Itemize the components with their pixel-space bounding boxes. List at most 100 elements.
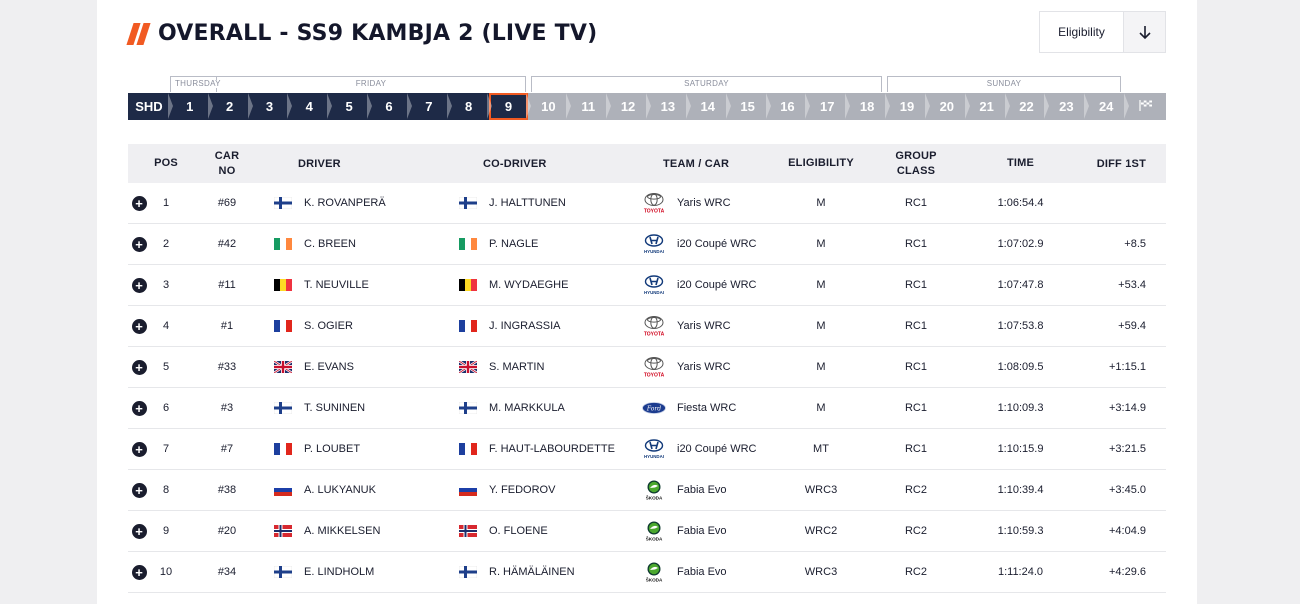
cell-co-driver[interactable]: F. HAUT-LABOURDETTE xyxy=(489,443,615,455)
sort-arrow-down-icon[interactable] xyxy=(1124,12,1165,52)
cell-driver[interactable]: C. BREEN xyxy=(304,238,356,250)
svg-text:TOYOTA: TOYOTA xyxy=(644,373,665,379)
expand-plus-icon[interactable]: + xyxy=(131,441,147,457)
cell-driver[interactable]: E. EVANS xyxy=(304,361,354,373)
toyota-logo-icon: TOYOTA xyxy=(641,315,667,338)
cell-co-driver[interactable]: R. HÄMÄLÄINEN xyxy=(489,566,575,578)
expand-plus-icon[interactable]: + xyxy=(131,318,147,334)
cell-co-driver[interactable]: Y. FEDOROV xyxy=(489,484,556,496)
stage-label: 14 xyxy=(700,99,715,114)
stage-tab[interactable]: 23 xyxy=(1046,93,1090,120)
expand-plus-icon[interactable]: + xyxy=(131,359,147,375)
expand-plus-icon[interactable]: + xyxy=(131,236,147,252)
table-row[interactable]: +9 #20 A. MIKKELSEN O. FLOENE ŠKODA Fabia Evo… xyxy=(128,511,1166,552)
stage-finish[interactable] xyxy=(1126,93,1166,120)
cell-co-driver[interactable]: J. INGRASSIA xyxy=(489,320,561,332)
table-row[interactable]: +7 #7 P. LOUBET F. HAUT-LABOURDETTE HYUNDAI i… xyxy=(128,429,1166,470)
cell-car-no: #11 xyxy=(218,279,236,291)
table-row[interactable]: +3 #11 T. NEUVILLE M. WYDAEGHE HYUNDAI i20 Co… xyxy=(128,265,1166,306)
expand-plus-icon[interactable]: + xyxy=(131,564,147,580)
col-driver: DRIVER xyxy=(298,157,341,170)
stage-tab[interactable]: 3 xyxy=(249,93,293,120)
stage-tab[interactable]: 10 xyxy=(528,93,572,120)
table-row[interactable]: +4 #1 S. OGIER J. INGRASSIA TOYOTA Yaris WRC M… xyxy=(128,306,1166,347)
stage-tab[interactable]: 17 xyxy=(807,93,851,120)
stage-tab[interactable]: 15 xyxy=(727,93,771,120)
stage-tab[interactable]: 7 xyxy=(408,93,452,120)
stage-tab[interactable]: 18 xyxy=(847,93,890,120)
svg-text:ŠKODA: ŠKODA xyxy=(646,494,663,501)
stage-tab[interactable]: 13 xyxy=(647,93,691,120)
cell-eligibility: WRC2 xyxy=(804,525,838,537)
cell-driver[interactable]: T. SUNINEN xyxy=(304,402,366,414)
cell-co-driver[interactable]: M. WYDAEGHE xyxy=(489,279,569,291)
cell-driver[interactable]: A. LUKYANUK xyxy=(304,484,376,496)
flag-rus-icon xyxy=(459,484,477,496)
cell-co-driver[interactable]: J. HALTTUNEN xyxy=(489,197,566,209)
day-sunday: SUNDAY xyxy=(887,76,1121,92)
col-car-no: CAR NO xyxy=(214,149,240,177)
table-row[interactable]: +6 #3 T. SUNINEN M. MARKKULA Ford Fiesta WRC M… xyxy=(128,388,1166,429)
stage-tab[interactable]: 22 xyxy=(1006,93,1050,120)
stage-tab[interactable]: 4 xyxy=(289,93,333,120)
expand-plus-icon[interactable]: + xyxy=(131,400,147,416)
expand-plus-icon[interactable]: + xyxy=(131,523,147,539)
cell-driver[interactable]: K. ROVANPERÄ xyxy=(304,197,386,209)
stage-tab[interactable]: 20 xyxy=(926,93,970,120)
stage-tab[interactable]: 5 xyxy=(329,93,372,120)
flag-bel-icon xyxy=(274,279,292,291)
stage-label: 8 xyxy=(465,99,473,114)
table-row[interactable]: +1 #69 K. ROVANPERÄ J. HALTTUNEN TOYOTA Yaris… xyxy=(128,183,1166,224)
expand-plus-icon[interactable]: + xyxy=(131,195,147,211)
cell-co-driver[interactable]: M. MARKKULA xyxy=(489,402,565,414)
stage-tab[interactable]: 14 xyxy=(687,93,731,120)
cell-car-model: Yaris WRC xyxy=(677,320,731,332)
flag-nor-icon xyxy=(274,525,292,537)
stage-tab[interactable]: SHD xyxy=(128,93,173,120)
eligibility-button[interactable]: Eligibility xyxy=(1040,12,1124,52)
cell-eligibility: M xyxy=(816,197,826,209)
expand-plus-icon[interactable]: + xyxy=(131,277,147,293)
cell-time: 1:10:39.4 xyxy=(997,484,1044,496)
stage-tab[interactable]: 6 xyxy=(369,93,412,120)
cell-co-driver[interactable]: O. FLOENE xyxy=(489,525,548,537)
table-row[interactable]: +10 #34 E. LINDHOLM R. HÄMÄLÄINEN ŠKODA Fabia… xyxy=(128,552,1166,593)
stage-label: 16 xyxy=(780,99,795,114)
cell-eligibility: WRC3 xyxy=(804,484,838,496)
cell-pos: 1 xyxy=(162,197,170,209)
stage-tab[interactable]: 21 xyxy=(966,93,1010,120)
table-row[interactable]: +2 #42 C. BREEN P. NAGLE HYUNDAI i20 Coupé WR… xyxy=(128,224,1166,265)
cell-time: 1:11:24.0 xyxy=(997,566,1044,578)
expand-plus-icon[interactable]: + xyxy=(131,482,147,498)
stage-tab[interactable]: 12 xyxy=(608,93,651,120)
cell-driver[interactable]: S. OGIER xyxy=(304,320,353,332)
table-row[interactable]: +5 #33 E. EVANS S. MARTIN TOYOTA Yaris WRC M RC… xyxy=(128,347,1166,388)
stage-tab[interactable]: 11 xyxy=(568,93,611,120)
flag-nor-icon xyxy=(459,525,477,537)
cell-car-no: #3 xyxy=(220,402,234,414)
flag-bel-icon xyxy=(459,279,477,291)
cell-driver[interactable]: E. LINDHOLM xyxy=(304,566,375,578)
stage-tab[interactable]: 24 xyxy=(1086,93,1129,120)
cell-time: 1:07:47.8 xyxy=(997,279,1044,291)
cell-co-driver[interactable]: P. NAGLE xyxy=(489,238,539,250)
cell-co-driver[interactable]: S. MARTIN xyxy=(489,361,545,373)
cell-driver[interactable]: P. LOUBET xyxy=(304,443,361,455)
cell-car-model: Fabia Evo xyxy=(677,566,727,578)
eligibility-filter[interactable]: Eligibility xyxy=(1039,11,1166,53)
stage-tab[interactable]: 16 xyxy=(767,93,811,120)
col-pos: POS xyxy=(154,157,178,169)
stage-tab[interactable]: 19 xyxy=(887,93,930,120)
stage-tab[interactable]: 1 xyxy=(169,93,213,120)
svg-text:TOYOTA: TOYOTA xyxy=(644,209,665,215)
cell-driver[interactable]: A. MIKKELSEN xyxy=(304,525,381,537)
cell-car-model: i20 Coupé WRC xyxy=(677,279,757,291)
table-row[interactable]: +8 #38 A. LUKYANUK Y. FEDOROV ŠKODA Fabia Evo… xyxy=(128,470,1166,511)
stage-tab[interactable]: 8 xyxy=(448,93,492,120)
cell-time: 1:08:09.5 xyxy=(997,361,1044,373)
cell-driver[interactable]: T. NEUVILLE xyxy=(304,279,369,291)
cell-car-no: #20 xyxy=(217,525,237,537)
stage-tab[interactable]: 9 xyxy=(488,93,532,120)
cell-car-model: i20 Coupé WRC xyxy=(677,443,757,455)
stage-tab[interactable]: 2 xyxy=(209,93,253,120)
